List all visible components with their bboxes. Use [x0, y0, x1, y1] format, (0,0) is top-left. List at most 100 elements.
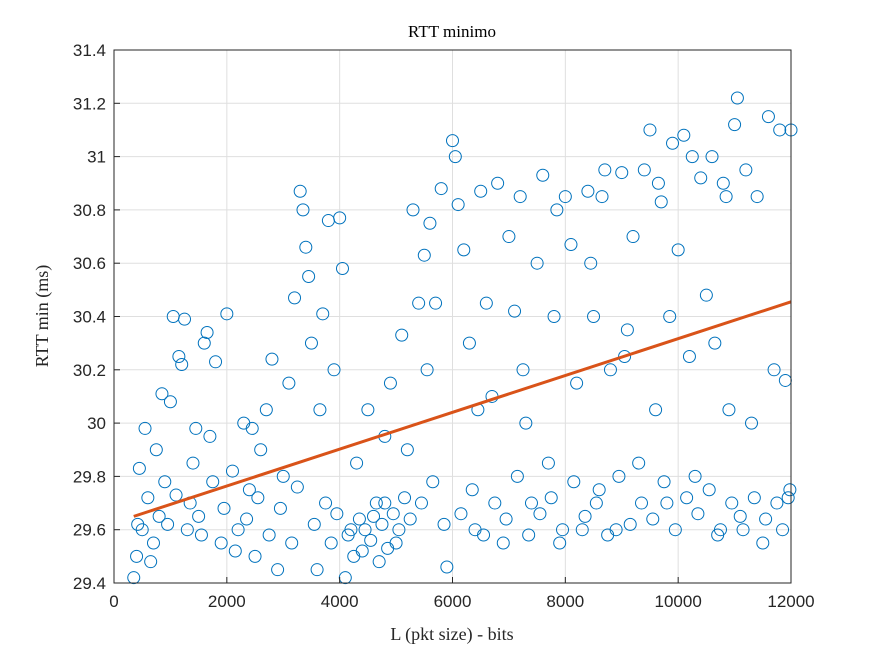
data-point — [564, 238, 578, 252]
data-point — [660, 496, 674, 510]
data-point — [358, 523, 372, 537]
data-point — [423, 216, 437, 230]
data-point — [200, 325, 214, 339]
data-point — [152, 509, 166, 523]
data-point — [556, 523, 570, 537]
data-point — [158, 475, 172, 489]
data-point — [400, 443, 414, 457]
data-point — [192, 509, 206, 523]
data-point — [440, 560, 454, 574]
data-point — [634, 496, 648, 510]
data-point — [420, 363, 434, 377]
y-tick-label: 30.4 — [73, 308, 106, 327]
data-point — [682, 349, 696, 363]
data-point — [465, 483, 479, 497]
data-point — [773, 123, 787, 137]
data-point — [141, 491, 155, 505]
data-point — [550, 203, 564, 217]
data-point — [677, 128, 691, 142]
data-point — [637, 163, 651, 177]
data-point — [146, 536, 160, 550]
data-point — [316, 307, 330, 321]
data-point — [276, 469, 290, 483]
data-point — [321, 214, 335, 228]
data-point — [254, 443, 268, 457]
data-point — [175, 357, 189, 371]
data-point — [618, 349, 632, 363]
data-point — [745, 416, 759, 430]
data-point — [776, 523, 790, 537]
data-point — [705, 150, 719, 164]
chart-title: RTT minimo — [408, 22, 496, 41]
data-point — [584, 256, 598, 270]
data-point — [713, 523, 727, 537]
data-point — [395, 328, 409, 342]
data-point — [392, 523, 406, 537]
data-point — [474, 184, 488, 198]
data-point — [739, 163, 753, 177]
data-point — [426, 475, 440, 489]
data-point — [728, 118, 742, 132]
data-point — [262, 528, 276, 542]
data-point — [680, 491, 694, 505]
y-axis-ticks: 29.4 29.6 29.8 30 30.2 30.4 30.6 30.8 31 31.2 31.4 — [73, 41, 120, 593]
data-point — [144, 555, 158, 569]
x-tick-label: 0 — [109, 592, 118, 611]
y-axis-label: RTT min (ms) — [32, 265, 53, 368]
y-tick-label: 30.8 — [73, 201, 106, 220]
data-point — [217, 501, 231, 515]
y-tick-label: 30 — [87, 414, 106, 433]
data-point — [770, 496, 784, 510]
fit-line — [133, 300, 792, 518]
data-point — [155, 387, 169, 401]
data-point — [553, 536, 567, 550]
data-point — [203, 429, 217, 443]
data-point — [293, 184, 307, 198]
data-point — [502, 230, 516, 244]
data-point — [736, 523, 750, 537]
data-point — [519, 416, 533, 430]
data-point — [716, 176, 730, 190]
data-point — [127, 571, 141, 585]
data-point — [206, 475, 220, 489]
data-point — [180, 523, 194, 537]
data-point — [578, 509, 592, 523]
data-point — [691, 507, 705, 521]
data-point — [172, 349, 186, 363]
data-point — [412, 296, 426, 310]
data-point — [595, 190, 609, 204]
data-point — [747, 491, 761, 505]
y-tick-label: 29.4 — [73, 574, 106, 593]
data-point — [730, 91, 744, 105]
data-point — [245, 421, 259, 435]
data-point — [347, 549, 361, 563]
data-point — [767, 363, 781, 377]
data-point — [381, 541, 395, 555]
data-point — [417, 248, 431, 262]
data-point — [587, 310, 601, 323]
data-point — [651, 176, 665, 190]
data-point — [209, 355, 223, 369]
data-point — [131, 517, 145, 531]
data-point — [457, 243, 471, 257]
data-point — [372, 555, 386, 569]
data-point — [477, 528, 491, 542]
data-point — [194, 528, 208, 542]
data-point — [654, 195, 668, 209]
data-point — [290, 480, 304, 494]
data-point — [657, 475, 671, 489]
data-point — [273, 501, 287, 515]
data-point — [271, 563, 285, 577]
data-point — [163, 395, 177, 409]
x-tick-label: 8000 — [546, 592, 584, 611]
data-point — [510, 469, 524, 483]
data-point — [530, 256, 544, 270]
data-point — [544, 491, 558, 505]
data-point — [304, 336, 318, 350]
data-point — [733, 509, 747, 523]
data-point — [429, 296, 443, 310]
data-point — [228, 544, 242, 558]
data-point — [649, 403, 663, 417]
data-point — [488, 496, 502, 510]
data-point — [508, 304, 522, 318]
